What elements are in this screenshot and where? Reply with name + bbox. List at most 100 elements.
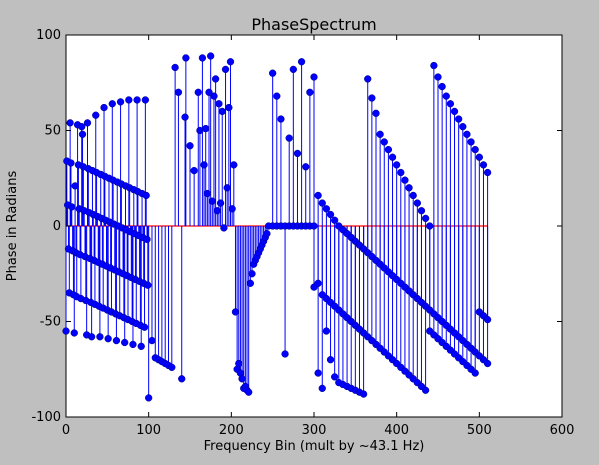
markers-layer — [62, 52, 492, 402]
data-point — [405, 184, 413, 192]
data-point — [384, 145, 393, 154]
chart-title: PhaseSpectrum — [251, 15, 376, 34]
data-point — [68, 203, 76, 211]
x-tick-label: 400 — [384, 423, 409, 438]
data-point — [142, 191, 150, 200]
data-point — [143, 235, 151, 244]
data-point — [446, 100, 455, 108]
data-point — [215, 100, 223, 108]
data-point — [397, 168, 405, 177]
data-point — [78, 130, 87, 138]
y-axis-label: Phase in Radians — [5, 171, 20, 282]
y-tick-label: 100 — [36, 28, 61, 43]
data-point — [216, 199, 225, 207]
data-point — [326, 210, 335, 219]
data-point — [442, 92, 450, 100]
data-point — [459, 123, 467, 131]
data-point — [421, 214, 430, 223]
data-point — [426, 222, 434, 230]
data-point — [318, 199, 326, 207]
y-tick-label: 0 — [53, 219, 61, 234]
data-point — [121, 338, 129, 347]
data-point — [368, 94, 376, 102]
data-point — [202, 124, 210, 133]
data-point — [310, 222, 318, 230]
data-point — [144, 281, 152, 289]
data-point — [388, 153, 397, 161]
y-tick-label: 50 — [44, 124, 61, 139]
data-point — [171, 63, 179, 72]
data-point — [218, 107, 226, 116]
data-point — [413, 199, 421, 207]
data-point — [455, 115, 463, 123]
data-point — [263, 229, 271, 238]
data-point — [67, 159, 75, 167]
data-point — [376, 130, 384, 138]
data-point — [96, 333, 104, 341]
data-point — [62, 327, 70, 335]
data-point — [401, 176, 409, 184]
data-point — [228, 205, 236, 213]
data-point — [108, 100, 116, 108]
data-point — [380, 138, 388, 146]
data-point — [200, 161, 208, 169]
data-point — [318, 384, 326, 393]
x-tick-label: 600 — [550, 423, 575, 438]
data-point — [182, 54, 190, 62]
data-point — [221, 65, 230, 74]
data-point — [306, 88, 314, 96]
data-point — [471, 145, 479, 154]
data-point — [181, 113, 189, 121]
data-point — [83, 119, 92, 127]
data-point — [116, 98, 125, 106]
data-point — [70, 329, 78, 337]
data-point — [434, 73, 442, 81]
y-tick-label: -100 — [31, 410, 61, 425]
data-point — [326, 356, 335, 364]
data-point — [207, 52, 215, 60]
data-point — [112, 336, 121, 345]
data-point — [194, 88, 202, 96]
data-point — [148, 336, 156, 345]
data-point — [145, 394, 153, 402]
data-point — [475, 153, 483, 161]
data-point — [223, 184, 231, 192]
data-point — [133, 96, 141, 104]
data-point — [140, 323, 149, 331]
data-point — [205, 88, 213, 96]
data-point — [92, 111, 100, 119]
x-tick-label: 0 — [62, 423, 70, 438]
data-point — [208, 197, 216, 205]
data-point — [66, 119, 74, 127]
data-point — [463, 130, 471, 138]
data-point — [273, 92, 281, 100]
data-point — [471, 369, 479, 377]
data-point — [246, 279, 254, 287]
data-point — [231, 308, 240, 316]
data-point — [483, 359, 492, 368]
data-point — [483, 168, 492, 177]
data-point — [314, 369, 322, 377]
data-point — [220, 224, 228, 232]
data-point — [100, 103, 108, 112]
data-point — [225, 103, 233, 112]
x-tick-label: 100 — [136, 423, 161, 438]
data-point — [285, 134, 293, 142]
ticks-layer: 0 100 200 300 400 500 600 -100 -50 0 50 100 — [31, 28, 574, 438]
data-point — [190, 166, 198, 175]
data-point — [245, 388, 253, 396]
data-point — [235, 359, 243, 368]
data-point — [450, 107, 459, 116]
x-tick-label: 500 — [467, 423, 492, 438]
data-point — [467, 138, 475, 146]
data-point — [322, 205, 331, 213]
stems-layer — [65, 56, 489, 398]
data-point — [364, 75, 372, 83]
data-point — [359, 390, 368, 398]
data-point — [430, 61, 438, 70]
data-point — [137, 342, 145, 350]
data-point — [71, 182, 79, 190]
data-point — [310, 73, 318, 81]
